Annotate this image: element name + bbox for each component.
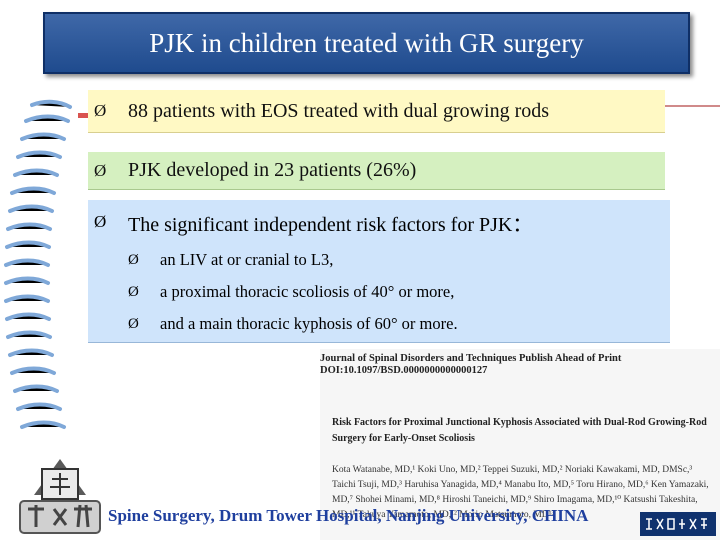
corner-logo-mark-icon xyxy=(646,518,707,530)
accent-dash xyxy=(78,113,94,118)
arrow-bullet-icon: Ø xyxy=(94,160,107,180)
sub-bullet-2: Ø a proximal thoracic scoliosis of 40° o… xyxy=(88,276,670,308)
decorative-strokes xyxy=(4,99,72,429)
bullet-text: PJK developed in 23 patients (26%) xyxy=(128,159,417,181)
paper-authors: Kota Watanabe, MD,¹ Koki Uno, MD,² Teppe… xyxy=(332,465,709,520)
bullet-item-2: Ø PJK developed in 23 patients (26%) xyxy=(88,152,665,190)
bullet-item-1: Ø 88 patients with EOS treated with dual… xyxy=(88,90,665,133)
arrow-bullet-icon: Ø xyxy=(94,212,107,231)
journal-paper-excerpt: Journal of Spinal Disorders and Techniqu… xyxy=(320,349,720,540)
sub-bullet-text: a proximal thoracic scoliosis of 40° or … xyxy=(160,282,455,301)
paper-journal-name: Journal of Spinal Disorders and Techniqu… xyxy=(320,353,622,364)
bullet-text: The significant independent risk factors… xyxy=(128,213,533,236)
sub-bullet-text: and a main thoracic kyphosis of 60° or m… xyxy=(160,314,458,333)
arrow-bullet-icon: Ø xyxy=(128,315,139,332)
title-banner: PJK in children treated with GR surgery xyxy=(43,12,690,74)
paper-doi: DOI:10.1097/BSD.0000000000000127 xyxy=(320,365,488,376)
divider xyxy=(664,105,720,107)
sub-bullet-1: Ø an LIV at or cranial to L3, xyxy=(88,244,670,276)
sub-bullet-text: an LIV at or cranial to L3, xyxy=(160,250,334,269)
paper-title: Risk Factors for Proximal Junctional Kyp… xyxy=(332,417,707,444)
corner-logo xyxy=(640,512,716,536)
arrow-bullet-icon: Ø xyxy=(94,101,107,120)
page-title: PJK in children treated with GR surgery xyxy=(149,27,584,58)
arrow-bullet-icon: Ø xyxy=(128,283,139,300)
bullet-text: 88 patients with EOS treated with dual g… xyxy=(128,99,550,122)
sub-bullet-3: Ø and a main thoracic kyphosis of 60° or… xyxy=(88,308,670,340)
bullet-item-3: Ø The significant independent risk facto… xyxy=(88,200,670,343)
hospital-seal-logo xyxy=(19,459,101,534)
arrow-bullet-icon: Ø xyxy=(128,251,139,268)
footer-affiliation: Spine Surgery, Drum Tower Hospital, Nanj… xyxy=(108,506,589,525)
